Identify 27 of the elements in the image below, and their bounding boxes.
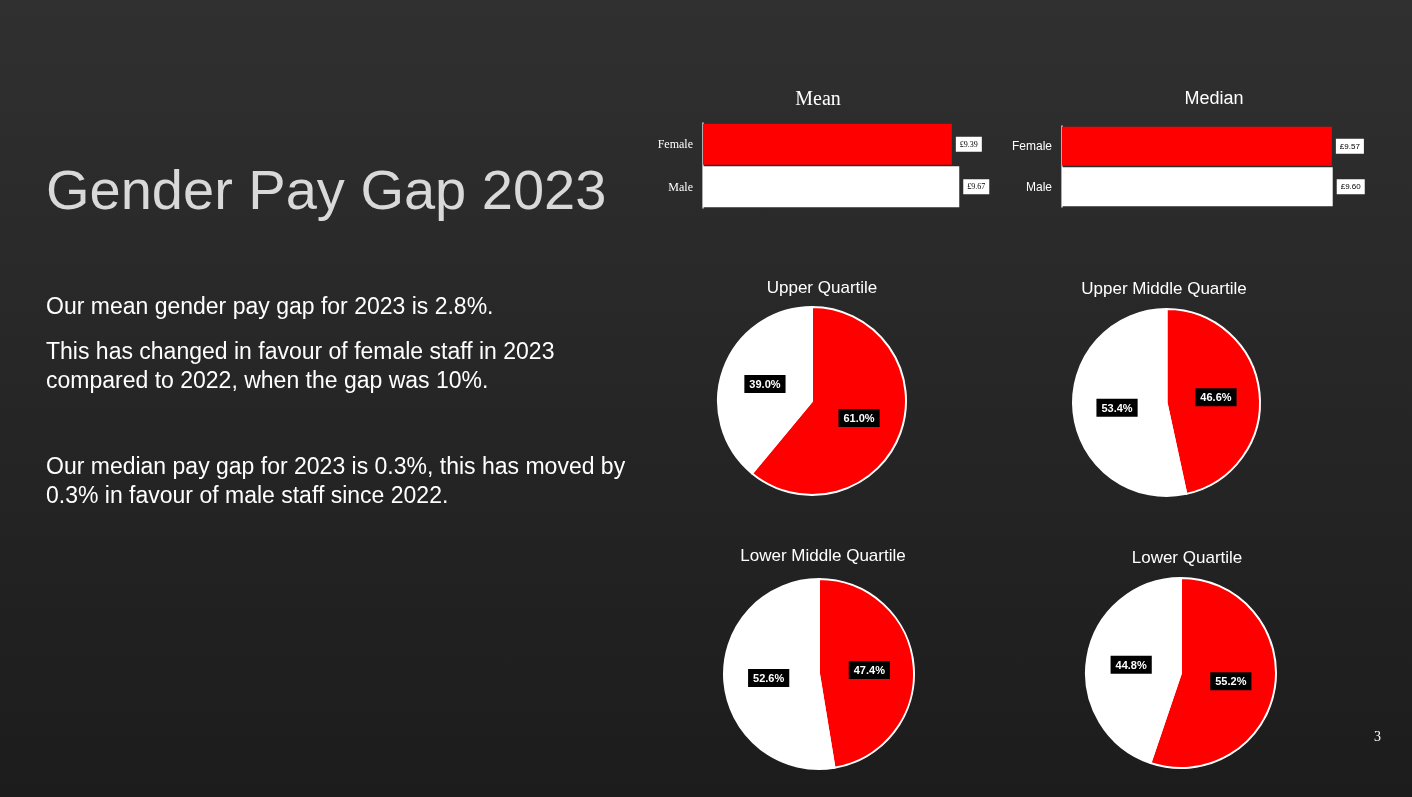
chart-title: Mean (795, 87, 841, 109)
y-tick-label: Male (1025, 179, 1053, 194)
text: This has changed in favour of female staff in 2023 compared to 2022, when the gap was 10%. (46, 337, 556, 395)
data-label: 61.0% (843, 411, 875, 424)
data-label: 46.6% (1200, 391, 1232, 404)
data-label: 39.0% (749, 378, 781, 391)
y-tick-label: Female (657, 137, 693, 152)
chart-title: Upper Quartile (766, 278, 878, 297)
chart-title: Median (1184, 88, 1244, 108)
data-label: £9.39 (959, 139, 978, 149)
data-label: £9.57 (1339, 141, 1361, 151)
chart-title: Lower Middle Quartile (740, 546, 906, 565)
y-tick-label: Male (668, 179, 693, 194)
chart-title: Lower Quartile (1131, 548, 1243, 567)
data-label: 55.2% (1215, 675, 1247, 688)
data-label: 47.4% (853, 663, 886, 676)
data-label: 52.6% (753, 672, 785, 685)
data-label: £9.67 (967, 182, 986, 192)
data-label: 44.8% (1115, 658, 1147, 671)
chart-title: Upper Middle Quartile (1081, 279, 1247, 298)
text: 3 (1374, 729, 1381, 745)
text: Our median pay gap for 2023 is 0.3%, this has moved by 0.3% in favour of male staff since 2022. (46, 452, 627, 510)
text: Our mean gender pay gap for 2023 is 2.8%. (46, 292, 495, 321)
data-label: £9.60 (1340, 182, 1362, 192)
y-tick-label: Female (1011, 139, 1053, 154)
text: Gender Pay Gap 2023 (46, 158, 607, 221)
data-label: 53.4% (1101, 401, 1133, 414)
